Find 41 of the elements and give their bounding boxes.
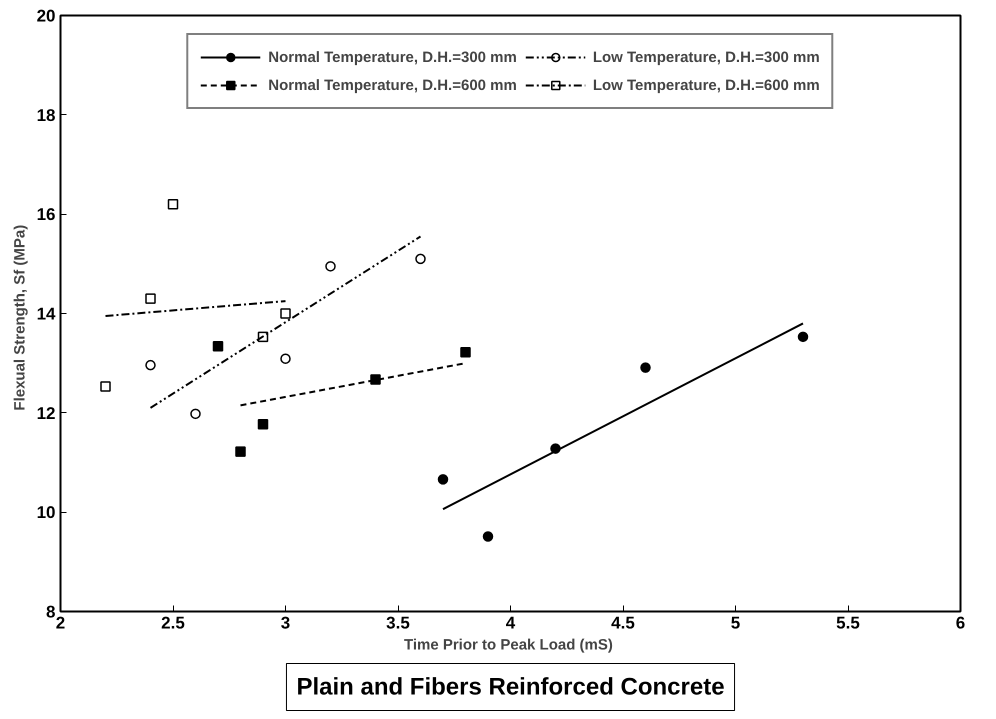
x-tick-label: 5.5: [836, 614, 860, 632]
point: [145, 293, 156, 304]
text: Plain and Fibers Reinforced Concrete: [296, 674, 725, 700]
point: [640, 362, 651, 373]
point: [258, 419, 268, 430]
x-tick-label: 5: [730, 614, 740, 632]
y-tick-label: 12: [36, 404, 56, 423]
point: [168, 198, 178, 210]
point: [280, 308, 291, 319]
y-axis-title: Flexual Strength, Sf (MPa): [12, 224, 29, 411]
point: [798, 332, 808, 342]
x-tick-label: 3: [280, 614, 290, 632]
x-tick-label: 2: [56, 614, 66, 632]
legend-label: Normal Temperature, D.H.=600 mm: [268, 76, 517, 94]
x-tick-label: 6: [956, 614, 966, 632]
legend-label: Low Temperature, D.H.=600 mm: [592, 76, 820, 94]
y-tick-label: 18: [36, 106, 56, 125]
y-tick-label: 20: [36, 6, 56, 26]
point: [235, 446, 246, 457]
y-tick-label: 16: [36, 205, 56, 224]
point: [280, 353, 291, 364]
point: [482, 531, 494, 542]
point: [212, 341, 224, 352]
x-tick-label: 4: [506, 614, 516, 632]
legend-label: Low Temperature, D.H.=300 mm: [592, 48, 820, 66]
point: [258, 332, 268, 342]
y-tick-label: 10: [36, 503, 56, 522]
y-tick-label: 14: [36, 304, 56, 324]
point: [325, 261, 336, 272]
x-tick-label: 4.5: [611, 614, 635, 632]
point: [415, 254, 426, 264]
point: [100, 381, 111, 392]
y-tick-label: 8: [46, 602, 56, 622]
point: [190, 408, 201, 420]
point: [145, 360, 156, 370]
point: [438, 474, 448, 485]
x-axis-title: Time Prior to Peak Load (mS): [404, 636, 613, 654]
point: [460, 346, 471, 358]
x-tick-label: 2.5: [161, 614, 185, 632]
legend-label: Normal Temperature, D.H.=300 mm: [268, 48, 517, 66]
x-tick-label: 3.5: [386, 614, 410, 632]
